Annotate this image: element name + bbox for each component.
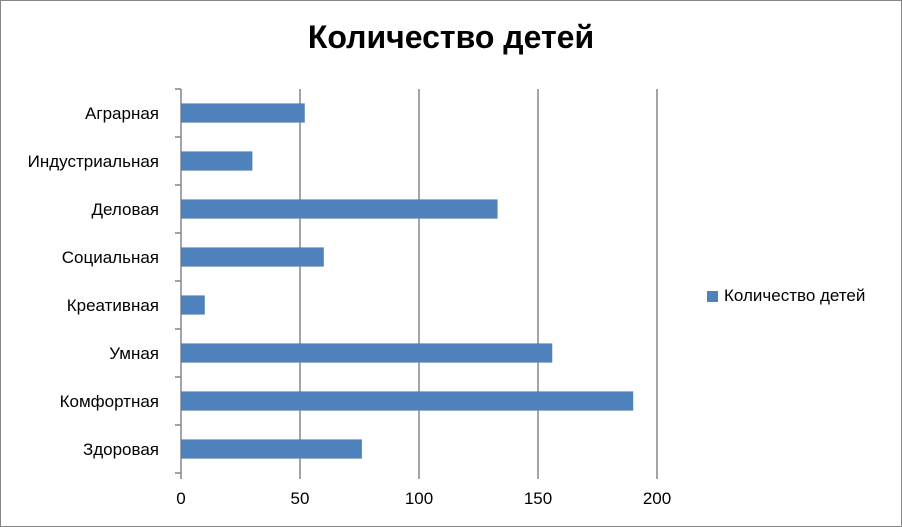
bar [181,295,205,315]
legend: Количество детей [707,286,865,306]
legend-swatch [707,290,718,302]
x-tick-label: 100 [405,489,433,508]
bar [181,439,362,459]
category-label: Здоровая [83,440,159,459]
bar [181,103,305,123]
bar [181,247,324,267]
x-tick-label: 200 [643,489,671,508]
x-tick-label: 50 [291,489,310,508]
legend-label: Количество детей [724,286,866,305]
x-tick-label: 0 [176,489,185,508]
bar [181,199,498,219]
category-label: Индустриальная [28,152,159,171]
category-label: Умная [109,344,159,363]
category-label: Деловая [92,200,159,219]
x-tick-label: 150 [524,489,552,508]
category-label: Креативная [67,296,159,315]
bar [181,343,553,363]
category-label: Аграрная [85,104,159,123]
category-label: Комфортная [60,392,159,411]
bar [181,151,253,171]
chart-title: Количество детей [307,19,595,55]
bar [181,391,634,411]
category-label: Социальная [62,248,159,267]
